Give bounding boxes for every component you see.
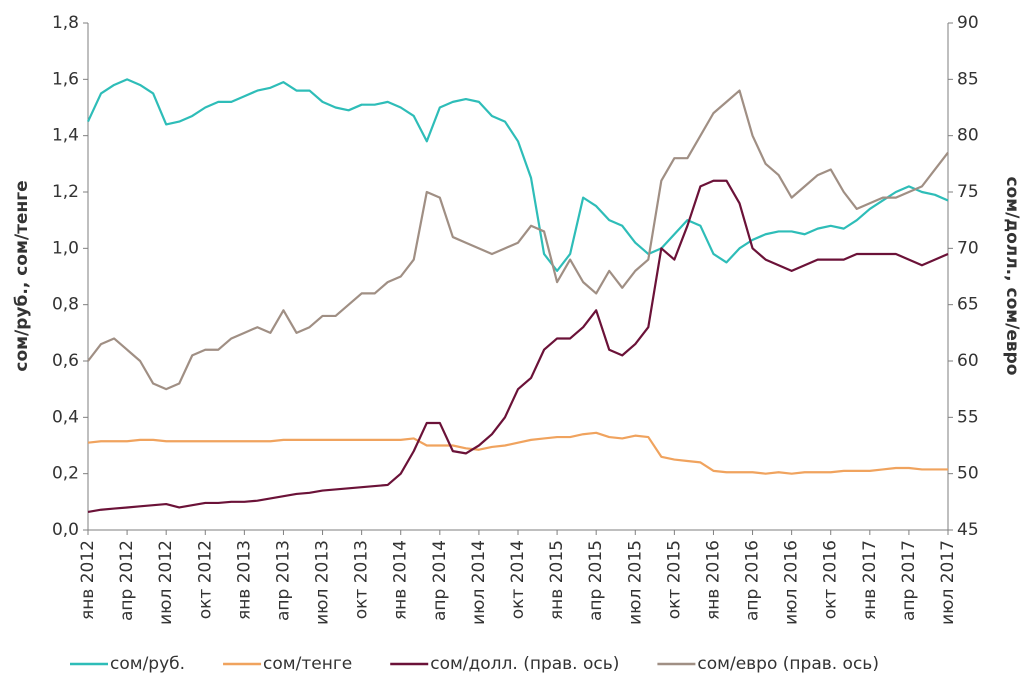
y2-tick-label: 70: [957, 238, 979, 258]
y-tick-label: 1,8: [52, 13, 79, 33]
x-tick-label: апр 2016: [743, 540, 763, 621]
y2-tick-label: 80: [957, 126, 979, 146]
y2-tick-label: 50: [957, 464, 979, 484]
x-tick-label: окт 2013: [352, 540, 372, 619]
x-tick-label: апр 2017: [899, 540, 919, 621]
series-line: [87, 78, 949, 272]
x-tick-label: апр 2013: [273, 540, 293, 621]
x-tick-label: янв 2016: [703, 540, 723, 620]
y-tick-label: 0,4: [52, 407, 79, 427]
legend-label: сом/тенге: [263, 654, 352, 674]
y2-tick-label: 60: [957, 351, 979, 371]
x-tick-label: июл 2017: [938, 540, 958, 625]
legend-label: сом/долл. (прав. ось): [430, 654, 619, 674]
x-tick-label: июл 2016: [782, 540, 802, 625]
y-tick-label: 1,0: [52, 238, 79, 258]
y2-tick-label: 55: [957, 407, 979, 427]
y-tick-label: 1,4: [52, 126, 79, 146]
y2-tick-label: 65: [957, 295, 979, 315]
series-line: [87, 431, 948, 475]
y-tick-label: 0,6: [52, 351, 79, 371]
y-tick-label: 1,6: [52, 69, 79, 89]
x-tick-label: окт 2014: [508, 540, 528, 619]
y2-tick-label: 45: [957, 520, 979, 540]
x-tick-label: апр 2014: [430, 540, 450, 621]
x-tick-label: июл 2013: [313, 540, 333, 625]
x-tick-label: июл 2014: [469, 540, 489, 625]
x-tick-label: янв 2013: [234, 540, 254, 620]
y2-tick-label: 75: [957, 182, 979, 202]
x-tick-label: янв 2012: [78, 540, 98, 620]
x-tick-label: апр 2015: [586, 540, 606, 621]
legend-label: сом/евро (прав. ось): [697, 654, 879, 674]
x-tick-label: окт 2015: [664, 540, 684, 619]
x-tick-label: апр 2012: [117, 540, 137, 621]
x-tick-label: янв 2014: [391, 540, 411, 620]
series-line: [87, 179, 949, 514]
x-tick-label: окт 2016: [821, 540, 841, 619]
x-tick-label: июл 2015: [625, 540, 645, 625]
y2-tick-label: 85: [957, 69, 979, 89]
x-tick-label: июл 2012: [156, 540, 176, 625]
y2-tick-label: 90: [957, 13, 979, 33]
y-tick-label: 0,2: [52, 464, 79, 484]
legend-label: сом/руб.: [110, 654, 185, 674]
x-tick-label: окт 2012: [195, 540, 215, 619]
y-tick-label: 0,8: [52, 295, 79, 315]
y-axis-label: сом/руб., сом/тенге: [12, 180, 32, 371]
y-tick-label: 0,0: [52, 520, 79, 540]
x-tick-label: янв 2017: [860, 540, 880, 620]
y2-axis-label: сом/долл., сом/евро: [1002, 176, 1022, 375]
series-line: [87, 89, 949, 391]
y-tick-label: 1,2: [52, 182, 79, 202]
x-tick-label: янв 2015: [547, 540, 567, 620]
